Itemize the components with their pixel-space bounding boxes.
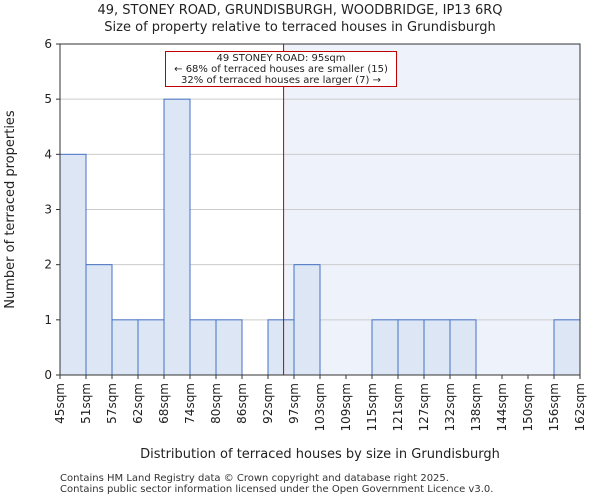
footer-line-2: Contains public sector information licen… — [60, 484, 494, 495]
bar — [59, 153, 87, 376]
x-tick-label: 57sqm — [105, 383, 119, 424]
x-tick-label: 45sqm — [53, 383, 67, 424]
x-tick-label: 156sqm — [547, 383, 561, 431]
y-tick-label: 5 — [44, 92, 52, 106]
y-tick-label: 1 — [44, 313, 52, 327]
bar — [449, 319, 477, 376]
bar — [189, 319, 217, 376]
annotation-line-3: 32% of terraced houses are larger (7) → — [181, 75, 381, 86]
x-tick-label: 86sqm — [235, 383, 249, 424]
property-annotation: 49 STONEY ROAD: 95sqm ← 68% of terraced … — [165, 51, 397, 87]
chart-subtitle: Size of property relative to terraced ho… — [104, 20, 496, 35]
y-tick-label: 3 — [44, 203, 52, 217]
x-tick-label: 68sqm — [157, 383, 171, 424]
x-tick-label: 162sqm — [573, 383, 587, 431]
x-tick-label: 97sqm — [287, 383, 301, 424]
annotation-line-2: ← 68% of terraced houses are smaller (15… — [174, 64, 388, 75]
x-tick-label: 74sqm — [183, 383, 197, 424]
y-tick-label: 4 — [44, 147, 52, 161]
bar — [423, 319, 451, 376]
x-tick-label: 62sqm — [131, 383, 145, 424]
x-tick-label: 150sqm — [521, 383, 535, 431]
x-tick-label: 109sqm — [339, 383, 353, 431]
x-tick-label: 127sqm — [417, 383, 431, 431]
bar — [163, 98, 191, 376]
bar — [371, 319, 399, 376]
y-tick-label: 6 — [44, 37, 52, 51]
bar — [293, 264, 321, 376]
x-tick-label: 51sqm — [79, 383, 93, 424]
x-tick-label: 103sqm — [313, 383, 327, 431]
bar — [553, 319, 581, 376]
y-tick-label: 0 — [44, 368, 52, 382]
x-tick-label: 115sqm — [365, 383, 379, 431]
y-axis-label: Number of terraced properties — [3, 110, 18, 309]
y-tick-label: 2 — [44, 258, 52, 272]
x-axis-label: Distribution of terraced houses by size … — [140, 447, 500, 462]
x-tick-label: 92sqm — [261, 383, 275, 424]
bar — [85, 264, 113, 376]
x-tick-label: 80sqm — [209, 383, 223, 424]
bar — [397, 319, 425, 376]
chart-title: 49, STONEY ROAD, GRUNDISBURGH, WOODBRIDG… — [97, 3, 503, 18]
bar — [111, 319, 139, 376]
bar — [267, 319, 295, 376]
x-tick-label: 132sqm — [443, 383, 457, 431]
footer-line-1: Contains HM Land Registry data © Crown c… — [60, 473, 449, 484]
bar — [215, 319, 243, 376]
bar — [137, 319, 165, 376]
annotation-line-1: 49 STONEY ROAD: 95sqm — [216, 53, 346, 64]
x-tick-label: 138sqm — [469, 383, 483, 431]
x-tick-label: 121sqm — [391, 383, 405, 431]
x-tick-label: 144sqm — [495, 383, 509, 431]
